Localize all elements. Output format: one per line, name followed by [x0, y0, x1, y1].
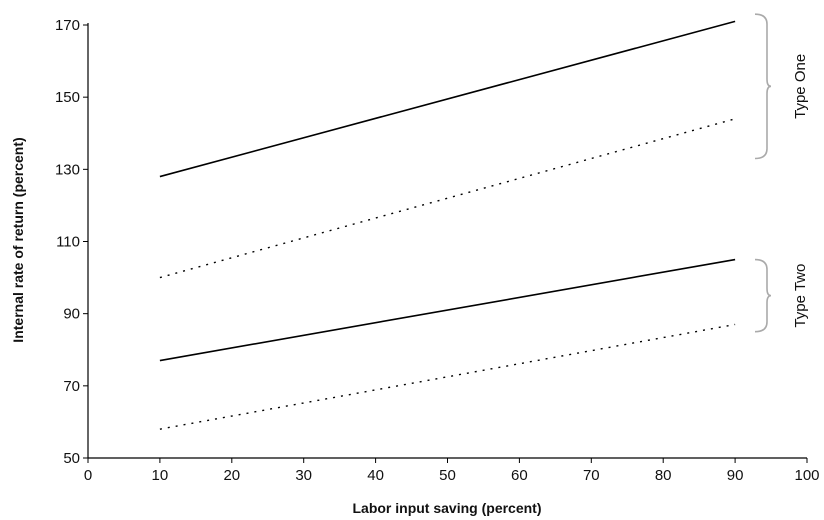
x-tick-label-50: 50: [439, 467, 456, 484]
series-layer: [159, 20, 736, 430]
x-tick-label-20: 20: [223, 467, 240, 484]
label-type-one: Type One: [792, 54, 809, 119]
x-axis-ticks: 0 10 20 30 40 50 60 70 80 90 100: [84, 458, 820, 484]
y-tick-label-150: 150: [55, 89, 80, 106]
bracket-type-one: [754, 13, 772, 160]
label-type-two: Type Two: [792, 264, 809, 328]
x-tick-label-100: 100: [794, 467, 819, 484]
y-tick-label-170: 170: [55, 17, 80, 34]
y-tick-label-50: 50: [63, 450, 80, 467]
series-type-two-solid: [159, 258, 736, 362]
series-type-two-dotted: [159, 323, 736, 430]
x-tick-label-70: 70: [583, 467, 600, 484]
y-tick-label-70: 70: [63, 378, 80, 395]
y-tick-label-110: 110: [56, 234, 80, 251]
y-axis-title: Internal rate of return (percent): [10, 137, 26, 342]
y-tick-label-90: 90: [63, 306, 80, 323]
x-tick-label-30: 30: [295, 467, 312, 484]
x-tick-label-40: 40: [367, 467, 384, 484]
x-tick-label-10: 10: [152, 467, 169, 484]
series-type-one-dotted: [159, 118, 736, 279]
series-type-one-solid: [159, 20, 736, 178]
axes: [87, 23, 807, 459]
annotation-layer: Type One Type Two: [754, 13, 809, 333]
x-tick-label-60: 60: [511, 467, 528, 484]
x-tick-label-0: 0: [84, 467, 92, 484]
x-tick-label-90: 90: [727, 467, 744, 484]
y-tick-label-130: 130: [55, 161, 80, 178]
x-tick-label-80: 80: [655, 467, 672, 484]
x-axis-title: Labor input saving (percent): [352, 500, 541, 516]
bracket-type-two: [754, 258, 772, 333]
y-axis-ticks: 50 70 90 110 130 150 170: [55, 17, 88, 467]
